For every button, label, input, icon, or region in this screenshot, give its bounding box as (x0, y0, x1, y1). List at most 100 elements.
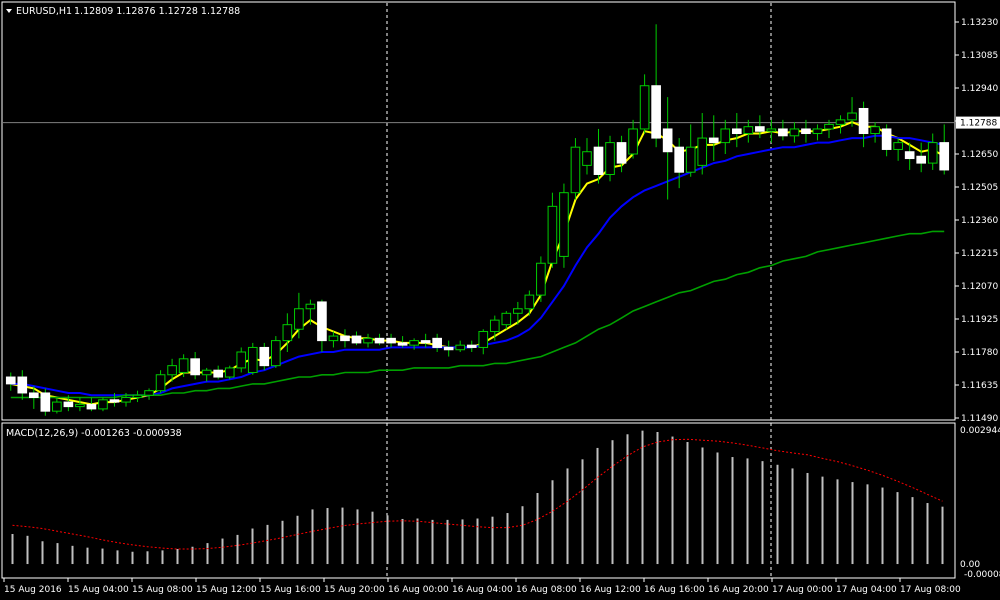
candle-body (628, 128, 638, 155)
bear-candle (755, 115, 765, 139)
candle-body (397, 342, 408, 346)
candle-body (651, 85, 661, 139)
candle-body (755, 126, 765, 132)
price-tick-label: 1.13230 (961, 18, 998, 28)
candle-body (570, 146, 581, 194)
bull-candle (305, 299, 316, 325)
macd-histogram-bar (746, 458, 749, 565)
price-tick-label: 1.11925 (961, 315, 998, 325)
macd-pane-frame (1, 422, 956, 579)
macd-indicator (11, 430, 944, 565)
macd-histogram-bar (371, 511, 374, 565)
time-tick-label: 16 Aug 00:00 (388, 585, 449, 595)
bear-candle (386, 333, 396, 348)
candle-body (374, 337, 385, 344)
time-tick-label: 16 Aug 16:00 (644, 585, 705, 595)
bull-candle (328, 331, 339, 348)
bear-candle (5, 372, 16, 391)
time-tick-label: 15 Aug 08:00 (132, 585, 193, 595)
bull-candle (697, 113, 708, 175)
candle-body (685, 146, 696, 173)
candle-body (132, 394, 143, 399)
bear-candle (674, 138, 684, 189)
candle-body (720, 128, 731, 144)
bull-candle (835, 115, 846, 134)
candle-body (593, 146, 604, 175)
bull-candle (409, 338, 419, 350)
macd-histogram-bar (941, 506, 944, 565)
macd-histogram-bar (791, 468, 794, 565)
macd-histogram-bar (161, 550, 164, 565)
candle-body (167, 365, 177, 376)
candle-body (271, 340, 281, 367)
bear-candle (109, 392, 120, 407)
bear-candle (28, 386, 39, 409)
candle-body (927, 142, 938, 164)
candle-body (824, 123, 834, 130)
bull-candle (743, 119, 754, 143)
macd-signal-line (12, 438, 943, 550)
bear-candle (317, 299, 327, 352)
time-tick-label: 16 Aug 04:00 (452, 585, 513, 595)
macd-histogram-bar (311, 509, 314, 565)
bull-candle (224, 365, 235, 380)
bear-candle (86, 397, 97, 412)
bear-candle (801, 119, 811, 143)
macd-histogram-bar (626, 434, 629, 565)
candle-body (443, 346, 454, 351)
price-tick-label: 1.13085 (961, 51, 998, 61)
candle-body (881, 128, 892, 150)
macd-histogram-bar (506, 513, 509, 565)
candle-body (109, 399, 120, 403)
macd-histogram-bar (11, 533, 14, 565)
bull-candle (789, 122, 800, 143)
bear-candle (662, 97, 673, 200)
bull-candle (271, 336, 281, 368)
bear-candle (351, 331, 362, 346)
candle-body (305, 303, 316, 310)
moving-averages (10, 121, 945, 406)
bear-candle (374, 333, 385, 346)
bull-candle (294, 292, 304, 339)
candle-body (524, 294, 535, 310)
candle-body (201, 369, 212, 376)
price-tick-label: 1.12070 (961, 282, 998, 292)
macd-min-label: -0.000087 (964, 570, 1000, 580)
candle-body (858, 107, 869, 135)
symbol-menu-triangle-icon[interactable] (6, 9, 12, 13)
candle-body (190, 358, 200, 376)
macd-histogram-bar (56, 543, 59, 565)
candle-body (662, 128, 673, 153)
macd-histogram-bar (566, 468, 569, 565)
macd-histogram-bar (716, 452, 719, 565)
candle-body (478, 331, 489, 348)
candle-body (28, 392, 39, 399)
bull-candle (478, 329, 489, 355)
macd-histogram-bar (296, 515, 299, 565)
bull-candle (501, 311, 512, 330)
bull-candle (547, 192, 558, 268)
macd-histogram-bar (131, 551, 134, 565)
bear-candle (397, 336, 408, 348)
candle-body (409, 340, 419, 346)
bear-candle (340, 329, 350, 348)
candle-body (340, 335, 350, 342)
bear-candle (651, 24, 661, 148)
bull-candle (513, 301, 523, 325)
candle-body (386, 337, 396, 344)
bull-candle (524, 290, 535, 316)
time-tick-label: 15 Aug 12:00 (196, 585, 257, 595)
candle-body (282, 324, 293, 342)
candle-body (916, 155, 927, 164)
bear-candle (881, 124, 892, 157)
current-price-tag-label: 1.12788 (960, 119, 997, 129)
macd-histogram-bar (521, 506, 524, 565)
time-axis: 15 Aug 2016 15 Aug 04:00 15 Aug 08:00 15 Au… (3, 578, 961, 595)
candle-body (708, 137, 719, 144)
candle-body (224, 367, 235, 378)
bull-candle (155, 370, 166, 393)
time-tick-label: 15 Aug 16:00 (260, 585, 321, 595)
ma-mid-line (10, 134, 945, 397)
candle-body (75, 403, 85, 408)
macd-histogram-bar (476, 518, 479, 565)
